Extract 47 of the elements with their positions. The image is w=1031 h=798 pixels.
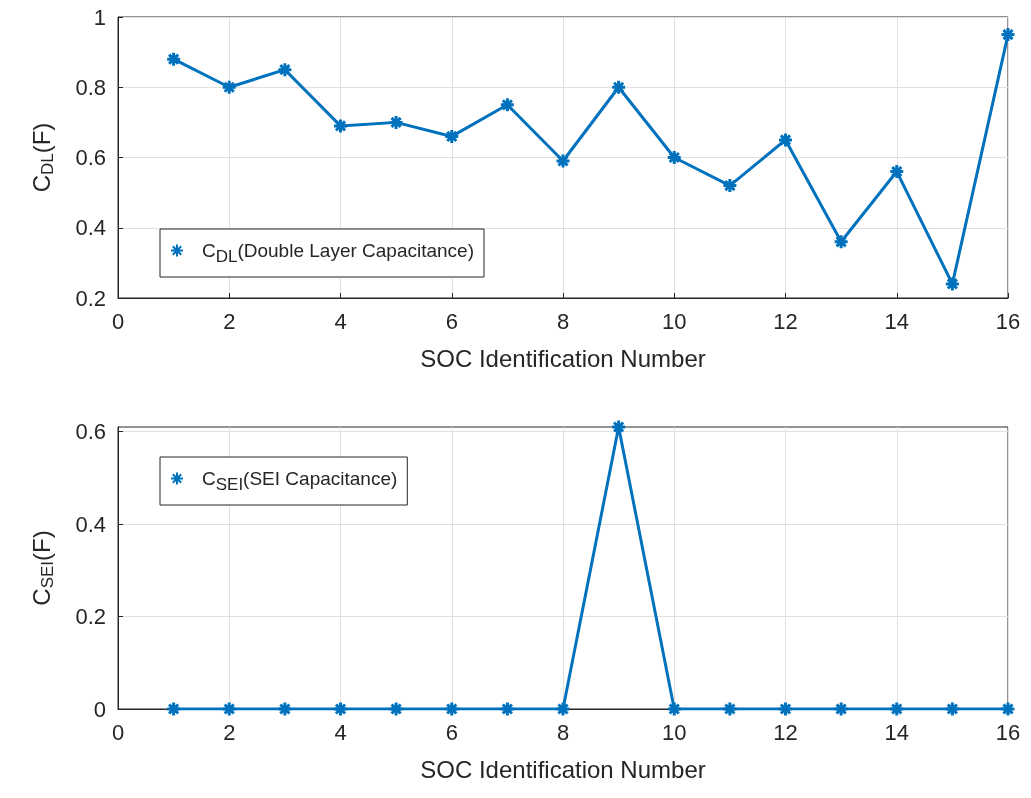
point <box>276 61 293 78</box>
x-tick-label: 2 <box>223 719 236 745</box>
x-tick-label: 8 <box>556 308 570 334</box>
x-tick-label: 12 <box>773 308 798 334</box>
y-tick-label: 0.8 <box>75 74 106 100</box>
x-tick-label: 10 <box>662 719 687 745</box>
x-tick-label: 14 <box>884 308 909 334</box>
x-axis-title: SOC Identification Number <box>420 344 706 372</box>
y-tick-label: 0.2 <box>75 604 106 630</box>
point <box>443 128 460 145</box>
point <box>721 177 738 194</box>
point <box>944 275 961 292</box>
point <box>221 79 238 96</box>
point <box>165 51 182 68</box>
x-tick-label: 10 <box>662 308 687 334</box>
point <box>1000 26 1016 43</box>
point <box>777 131 794 148</box>
y-tick-label: 0.4 <box>75 215 106 241</box>
point <box>610 79 627 96</box>
y-tick-label: 1 <box>93 4 106 30</box>
x-tick-label: 6 <box>445 308 458 334</box>
y-tick-label: 0.2 <box>75 285 106 311</box>
x-tick-label: 16 <box>995 719 1021 745</box>
y-tick-label: 0.6 <box>75 419 106 445</box>
y-tick-label: 0.6 <box>75 145 106 170</box>
point <box>332 117 349 134</box>
point <box>888 163 905 180</box>
x-tick-label: 4 <box>334 719 347 745</box>
x-tick-label: 4 <box>334 308 347 334</box>
point <box>499 96 516 113</box>
point <box>666 149 683 166</box>
y-tick-label: 0 <box>93 696 106 722</box>
point <box>555 153 571 170</box>
point <box>833 233 850 250</box>
x-tick-label: 0 <box>111 719 125 745</box>
x-tick-label: 0 <box>111 308 125 334</box>
point <box>388 114 405 131</box>
x-tick-label: 2 <box>223 308 236 334</box>
y-axis-title: CDL(F) <box>28 122 57 193</box>
y-axis-title: CSEI(F) <box>28 530 57 606</box>
x-tick-label: 6 <box>445 719 458 745</box>
y-tick-label: 0.4 <box>75 511 106 537</box>
x-tick-label: 12 <box>773 719 798 745</box>
x-tick-label: 14 <box>884 719 909 745</box>
x-tick-label: 8 <box>556 719 570 745</box>
x-tick-label: 16 <box>995 308 1021 334</box>
x-axis-title: SOC Identification Number <box>420 755 706 783</box>
